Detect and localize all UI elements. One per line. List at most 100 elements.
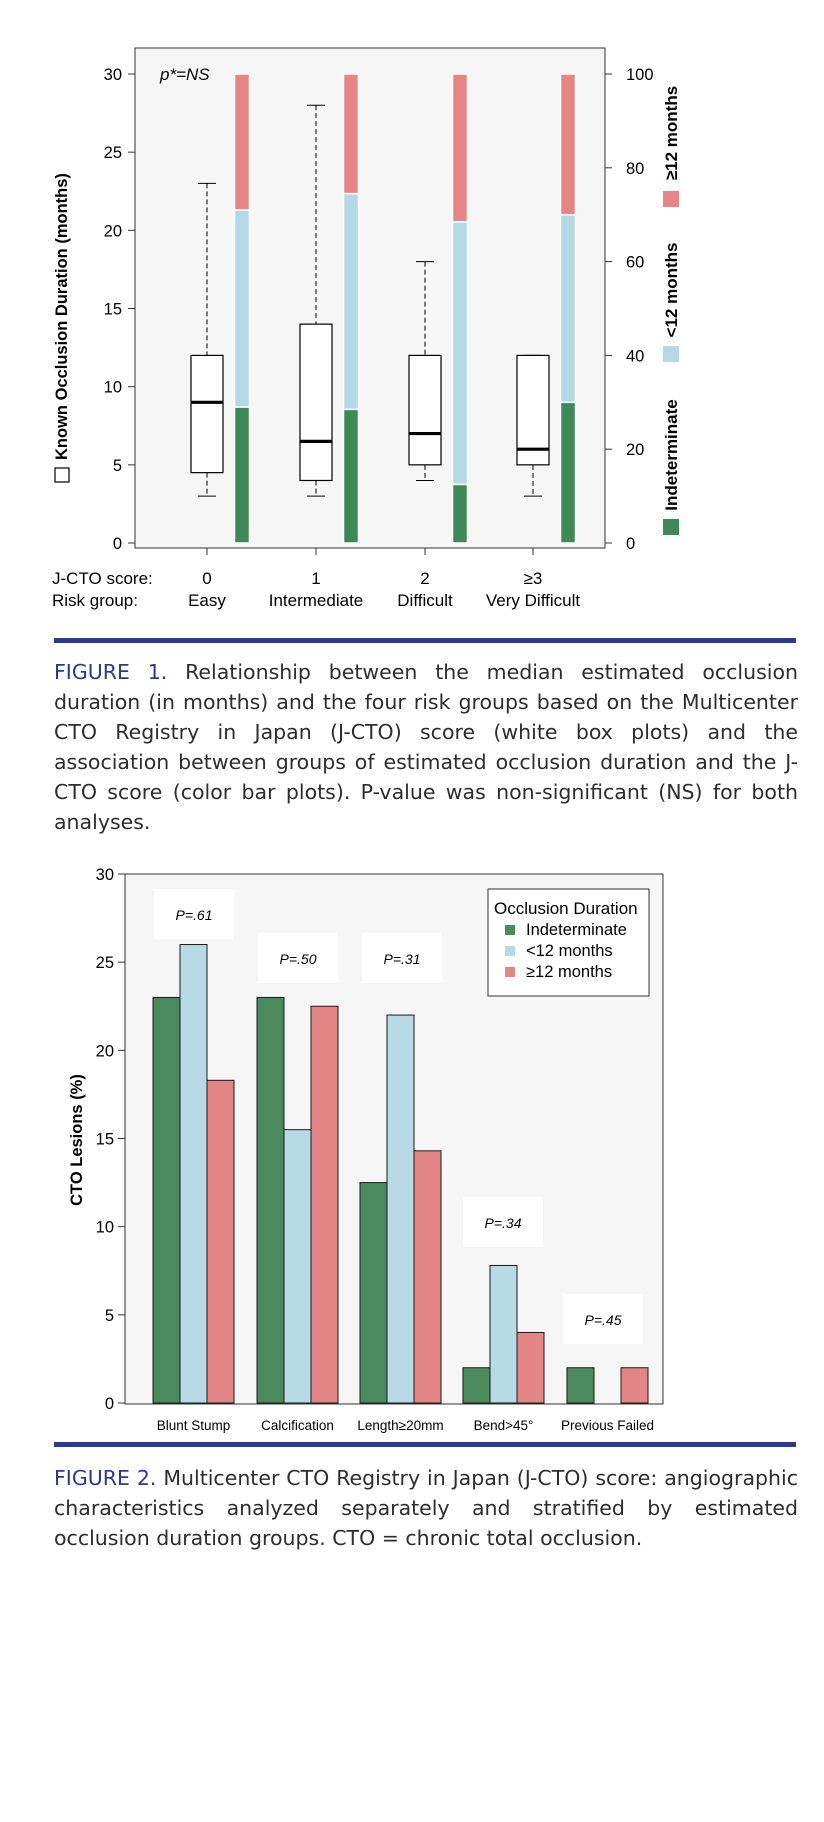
box — [408, 354, 442, 466]
p-value-box — [258, 933, 338, 983]
figure-2-legend-title: Occlusion Duration — [494, 899, 638, 918]
p-value-box — [463, 1197, 543, 1247]
figure-2-y-axis-title: CTO Lesions (%) — [68, 1074, 86, 1206]
right-legend-label: <12 months — [662, 243, 681, 338]
risk-group-label: Difficult — [397, 591, 453, 610]
stacked-bar-segment — [451, 483, 469, 544]
x-axis-category-label: Length≥20mm — [357, 1418, 443, 1433]
left-axis-tick-label: 20 — [104, 222, 122, 240]
box — [299, 323, 333, 482]
x-axis-category-label: Bend>45° — [474, 1418, 534, 1433]
left-axis-tick-label: 0 — [113, 535, 122, 553]
y-axis-tick-label: 5 — [105, 1307, 114, 1325]
p-value-label: P=.34 — [485, 1215, 522, 1231]
stacked-bar-segment — [342, 408, 360, 544]
risk-group-label: Easy — [188, 591, 226, 610]
stacked-bar-segment — [342, 192, 360, 411]
p-value-label: P=.31 — [384, 951, 421, 967]
bar — [620, 1367, 649, 1404]
figure-2-legend — [487, 888, 650, 997]
y-axis-tick-label: 0 — [105, 1395, 114, 1413]
stacked-bar-segment — [233, 73, 251, 211]
stacked-bar-segment — [559, 213, 577, 404]
jcto-score-label: ≥3 — [524, 569, 543, 588]
right-axis-tick-label: 40 — [626, 347, 644, 365]
stacked-bar-segment — [559, 73, 577, 216]
figure-2-legend-label: Indeterminate — [526, 921, 627, 939]
stacked-bar-segment — [451, 73, 469, 223]
figure-1-caption: FIGURE 1. Relationship between the media… — [54, 657, 798, 837]
risk-group-row-label: Risk group: — [52, 591, 138, 610]
bar — [566, 1367, 595, 1404]
figure-2-legend-swatch — [505, 925, 515, 935]
bar — [413, 1150, 442, 1404]
figure-2-legend-label: ≥12 months — [526, 963, 612, 981]
risk-group-label: Intermediate — [269, 591, 364, 610]
stacked-bar-segment — [559, 401, 577, 544]
p-value-label: P=.61 — [176, 907, 213, 923]
right-legend-label: Indeterminate — [662, 399, 681, 510]
bar — [152, 996, 181, 1404]
right-axis-tick-label: 20 — [626, 441, 644, 459]
bar — [359, 1182, 388, 1404]
right-axis-tick-label: 60 — [626, 254, 644, 272]
figure-2-caption: FIGURE 2. Multicenter CTO Registry in Ja… — [54, 1463, 798, 1553]
jcto-score-row-label: J-CTO score: — [52, 569, 153, 588]
figure-1-left-axis-title: Known Occlusion Duration (months) — [53, 173, 71, 460]
figure-1-annotation: p*=NS — [159, 65, 210, 84]
bar — [206, 1079, 235, 1404]
bar — [489, 1264, 518, 1404]
bar — [283, 1129, 312, 1404]
right-axis-tick-label: 80 — [626, 160, 644, 178]
figure-2-caption-text: Multicenter CTO Registry in Japan (J-CTO… — [54, 1466, 799, 1550]
jcto-score-label: 0 — [202, 569, 211, 588]
bar — [179, 944, 208, 1404]
bar — [386, 1014, 415, 1404]
p-value-box — [154, 889, 234, 939]
stacked-bar-segment — [233, 406, 251, 544]
p-value-box — [563, 1294, 643, 1344]
left-axis-tick-label: 30 — [104, 66, 122, 84]
figure-2-legend-swatch — [505, 967, 515, 977]
figure-2-legend-label: <12 months — [526, 942, 613, 960]
figure-2-caption-lead: FIGURE 2. — [54, 1466, 157, 1490]
box — [516, 354, 550, 466]
jcto-score-label: 1 — [311, 569, 320, 588]
figure-2-legend-swatch — [505, 946, 515, 956]
y-axis-tick-label: 25 — [96, 954, 114, 972]
bar — [516, 1331, 545, 1404]
right-axis-tick-label: 100 — [626, 66, 654, 84]
stacked-bar-segment — [342, 73, 360, 195]
p-value-label: P=.45 — [585, 1312, 622, 1328]
left-axis-tick-label: 5 — [113, 457, 122, 475]
box-plot-legend-swatch — [54, 467, 70, 483]
x-axis-category-label: Blunt Stump — [157, 1418, 231, 1433]
stacked-bar-segment — [233, 209, 251, 408]
left-axis-tick-label: 10 — [104, 379, 122, 397]
right-legend-label: ≥12 months — [662, 86, 681, 180]
right-legend-swatch — [663, 519, 679, 535]
bar — [310, 1005, 339, 1404]
left-axis-tick-label: 25 — [104, 144, 122, 162]
figure-1-caption-lead: FIGURE 1. — [54, 660, 168, 684]
bar — [256, 996, 285, 1404]
p-value-box — [362, 933, 442, 983]
left-axis-tick-label: 15 — [104, 301, 122, 319]
figure-1-chart: 0 5 10 15 20 25 30 0 20 40 60 80 100 0 Easy 1 Intermed… — [52, 47, 681, 610]
right-legend-swatch — [663, 191, 679, 207]
figure-1-divider — [54, 638, 796, 643]
y-axis-tick-label: 30 — [96, 866, 114, 884]
p-value-label: P=.50 — [280, 951, 317, 967]
stacked-bar-segment — [451, 220, 469, 486]
risk-group-label: Very Difficult — [486, 591, 580, 610]
right-legend-swatch — [663, 346, 679, 362]
y-axis-tick-label: 10 — [96, 1219, 114, 1237]
figure-2-divider — [54, 1442, 796, 1447]
figure-1-caption-text: Relationship between the median estimate… — [54, 660, 799, 834]
x-axis-category-label: Calcification — [261, 1418, 334, 1433]
y-axis-tick-label: 20 — [96, 1042, 114, 1060]
box — [190, 354, 224, 474]
jcto-score-label: 2 — [420, 569, 429, 588]
y-axis-tick-label: 15 — [96, 1131, 114, 1149]
